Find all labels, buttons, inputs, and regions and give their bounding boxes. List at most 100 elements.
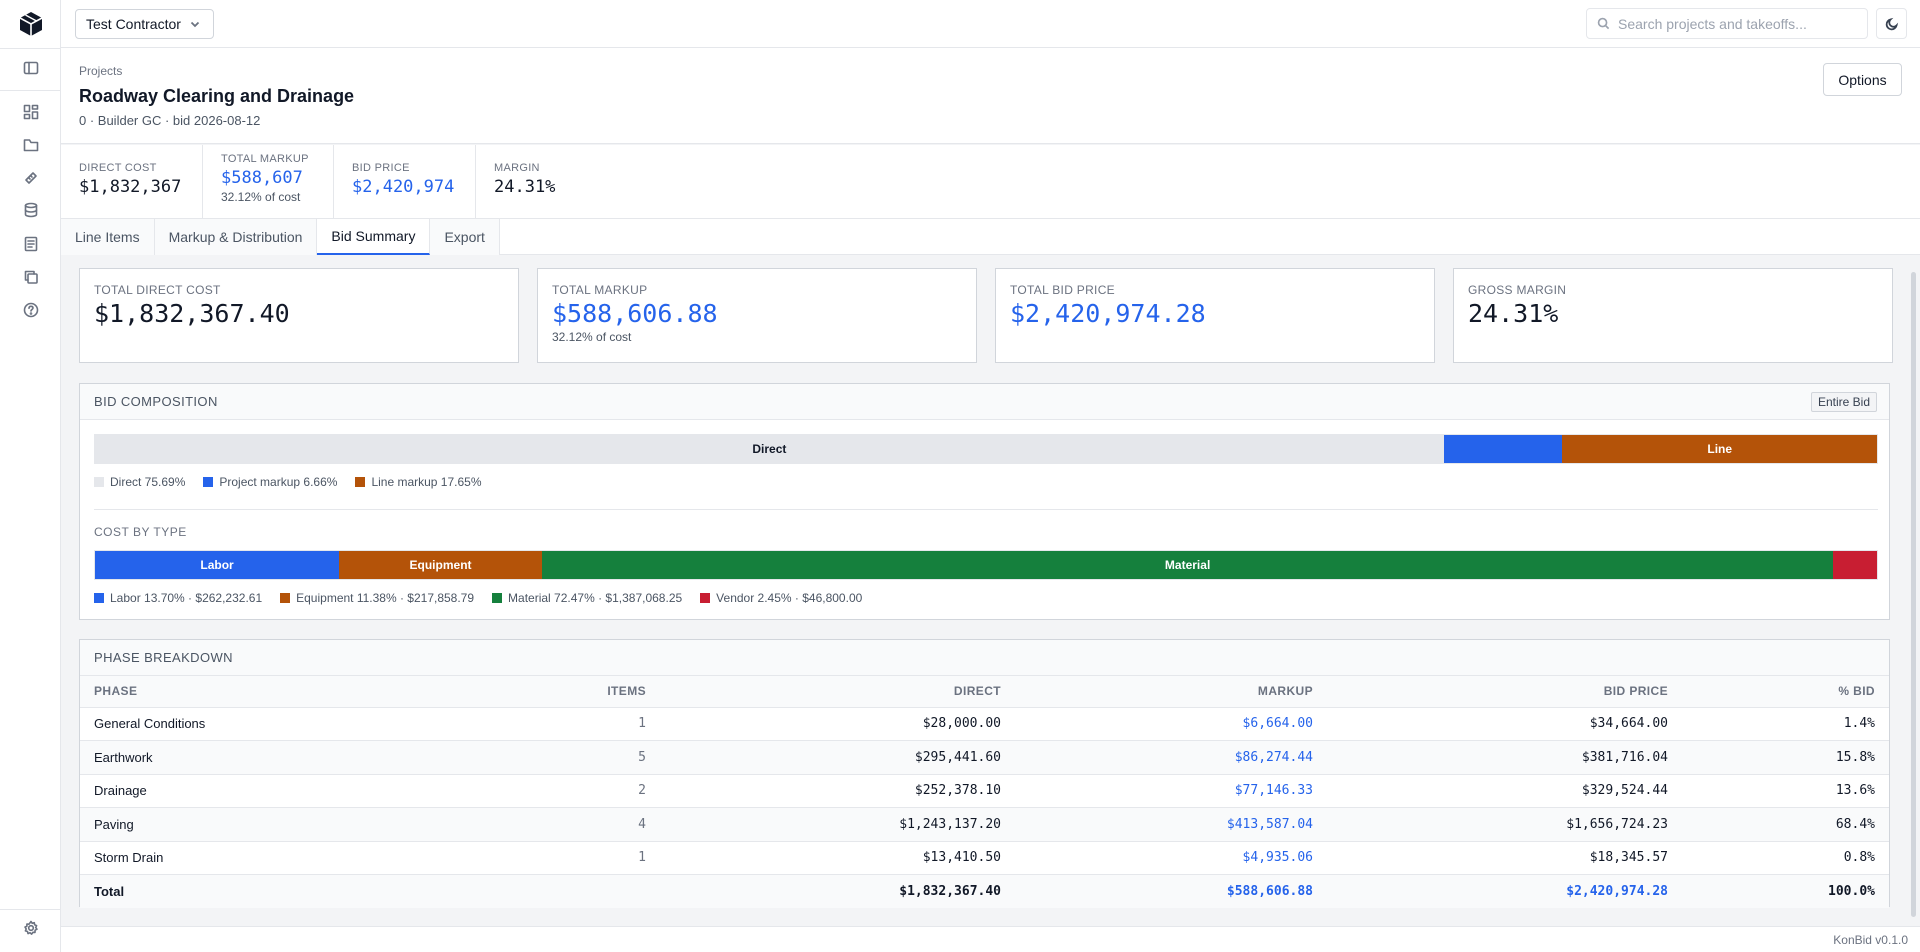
help-icon[interactable]	[20, 299, 42, 321]
kpi-sub: 32.12% of cost	[552, 330, 632, 344]
kpi-value: $1,832,367.40	[94, 299, 290, 328]
kpi-value: 24.31%	[1468, 299, 1559, 328]
stat-total-markup: TOTAL MARKUP $588,607 32.12% of cost	[203, 145, 334, 218]
panel-title: BID COMPOSITION	[80, 384, 1889, 420]
table-row[interactable]: Storm Drain 1 $13,410.50 $4,935.06 $18,345.5…	[80, 841, 1889, 875]
breadcrumb[interactable]: Projects	[79, 64, 123, 78]
table-header-row: PHASE ITEMS DIRECT MARKUP BID PRICE % BI…	[80, 676, 1889, 708]
phase-pct-bid: 68.4%	[1682, 807, 1889, 842]
kpi-gross-margin: GROSS MARGIN 24.31%	[1453, 268, 1893, 363]
cost-type-segment: Equipment	[339, 551, 542, 579]
kpi-total-direct-cost: TOTAL DIRECT COST $1,832,367.40	[79, 268, 519, 363]
stat-value: $588,607	[221, 168, 303, 188]
phase-name: Earthwork	[80, 740, 460, 775]
search-box[interactable]	[1586, 8, 1868, 39]
project-meta: 0 · Builder GC · bid 2026-08-12	[79, 113, 261, 128]
legend-swatch	[280, 593, 291, 603]
kpi-total-markup: TOTAL MARKUP $588,606.88 32.12% of cost	[537, 268, 977, 363]
phase-items: 1	[460, 841, 660, 875]
phase-name: Drainage	[80, 774, 460, 808]
col-markup[interactable]: MARKUP	[1015, 676, 1327, 708]
phase-pct-bid: 15.8%	[1682, 740, 1889, 775]
kpi-value: $2,420,974.28	[1010, 299, 1206, 328]
kpi-total-bid-price: TOTAL BID PRICE $2,420,974.28	[995, 268, 1435, 363]
col-phase[interactable]: PHASE	[80, 676, 460, 708]
legend-swatch	[492, 593, 503, 603]
legend-text: Labor 13.70% · $262,232.61	[110, 591, 263, 605]
cost-by-type-title: COST BY TYPE	[94, 525, 187, 539]
total-items	[460, 874, 660, 908]
cost-type-legend-item: Equipment 11.38% · $217,858.79	[280, 591, 474, 605]
scope-badge[interactable]: Entire Bid	[1810, 392, 1877, 412]
col-direct[interactable]: DIRECT	[660, 676, 1015, 708]
total-direct: $1,832,367.40	[660, 874, 1015, 908]
takeoff-ruler-icon[interactable]	[20, 167, 42, 189]
projects-folder-icon[interactable]	[20, 134, 42, 156]
theme-toggle-button[interactable]	[1876, 8, 1907, 39]
phase-items: 5	[460, 740, 660, 775]
kpi-label: TOTAL MARKUP	[552, 283, 648, 297]
col-items[interactable]: ITEMS	[460, 676, 660, 708]
phase-items: 4	[460, 807, 660, 842]
table-row[interactable]: Paving 4 $1,243,137.20 $413,587.04 $1,656,72…	[80, 807, 1889, 842]
bid-composition-panel: BID COMPOSITION Entire Bid Direct Line Di…	[79, 383, 1890, 620]
search-input[interactable]	[1618, 15, 1858, 32]
cost-type-segment: Material	[541, 551, 1834, 579]
tab-markup-distribution[interactable]: Markup & Distribution	[154, 219, 318, 255]
database-icon[interactable]	[20, 199, 42, 221]
contractor-selector[interactable]: Test Contractor	[75, 9, 214, 39]
phase-markup: $4,935.06	[1015, 841, 1327, 875]
composition-legend-item: Project markup 6.66%	[203, 475, 337, 489]
contractor-name: Test Contractor	[86, 16, 181, 32]
total-label: Total	[80, 874, 460, 908]
phase-pct-bid: 0.8%	[1682, 841, 1889, 875]
cost-type-segment	[1833, 551, 1877, 579]
cost-type-segment: Labor	[95, 551, 340, 579]
phase-direct: $295,441.60	[660, 740, 1015, 775]
kpi-value: $588,606.88	[552, 299, 718, 328]
cost-type-bar: Labor Equipment Material	[94, 550, 1878, 580]
phase-name: Paving	[80, 807, 460, 842]
phase-items: 1	[460, 707, 660, 741]
total-pct-bid: 100.0%	[1682, 874, 1889, 908]
legend-swatch	[94, 593, 104, 603]
cost-type-legend: Labor 13.70% · $262,232.61 Equipment 11.3…	[94, 591, 862, 605]
total-bid-price: $2,420,974.28	[1327, 874, 1682, 908]
tab-export[interactable]: Export	[430, 219, 500, 255]
col-pct-bid[interactable]: % BID	[1682, 676, 1889, 708]
tab-line-items[interactable]: Line Items	[61, 219, 155, 255]
phase-direct: $1,243,137.20	[660, 807, 1015, 842]
col-bid-price[interactable]: BID PRICE	[1327, 676, 1682, 708]
kpi-label: TOTAL DIRECT COST	[94, 283, 221, 297]
panel-title: PHASE BREAKDOWN	[80, 640, 1889, 676]
table-row[interactable]: Earthwork 5 $295,441.60 $86,274.44 $381,716.…	[80, 740, 1889, 775]
left-rail	[0, 0, 61, 952]
tab-bid-summary[interactable]: Bid Summary	[317, 219, 431, 255]
table-row[interactable]: General Conditions 1 $28,000.00 $6,664.00 $3…	[80, 707, 1889, 741]
legend-text: Equipment 11.38% · $217,858.79	[296, 591, 475, 605]
project-header: Projects Roadway Clearing and Drainage 0…	[61, 48, 1920, 144]
legend-text: Project markup 6.66%	[219, 475, 338, 489]
phase-bid-price: $34,664.00	[1327, 707, 1682, 741]
stat-label: BID PRICE	[352, 162, 410, 174]
table-row[interactable]: Drainage 2 $252,378.10 $77,146.33 $329,524.4…	[80, 774, 1889, 808]
phase-bid-price: $329,524.44	[1327, 774, 1682, 808]
composition-segment	[1443, 435, 1563, 463]
composition-bar: Direct Line	[94, 434, 1878, 464]
app-logo-icon[interactable]	[18, 11, 44, 37]
legend-text: Direct 75.69%	[110, 475, 186, 489]
legend-swatch	[203, 477, 214, 487]
legend-text: Vendor 2.45% · $46,800.00	[716, 591, 863, 605]
tab-bar: Line Items Markup & Distribution Bid Sum…	[61, 219, 1920, 255]
sidebar-toggle-icon[interactable]	[20, 57, 42, 79]
phase-markup: $86,274.44	[1015, 740, 1327, 775]
options-button[interactable]: Options	[1823, 63, 1902, 96]
content-scrollbar[interactable]	[1911, 272, 1916, 917]
legend-swatch	[355, 477, 366, 487]
reports-document-icon[interactable]	[20, 233, 42, 255]
phase-direct: $13,410.50	[660, 841, 1015, 875]
top-bar: Test Contractor	[61, 0, 1920, 48]
copy-templates-icon[interactable]	[20, 266, 42, 288]
settings-gear-icon[interactable]	[20, 917, 42, 939]
dashboard-icon[interactable]	[20, 101, 42, 123]
